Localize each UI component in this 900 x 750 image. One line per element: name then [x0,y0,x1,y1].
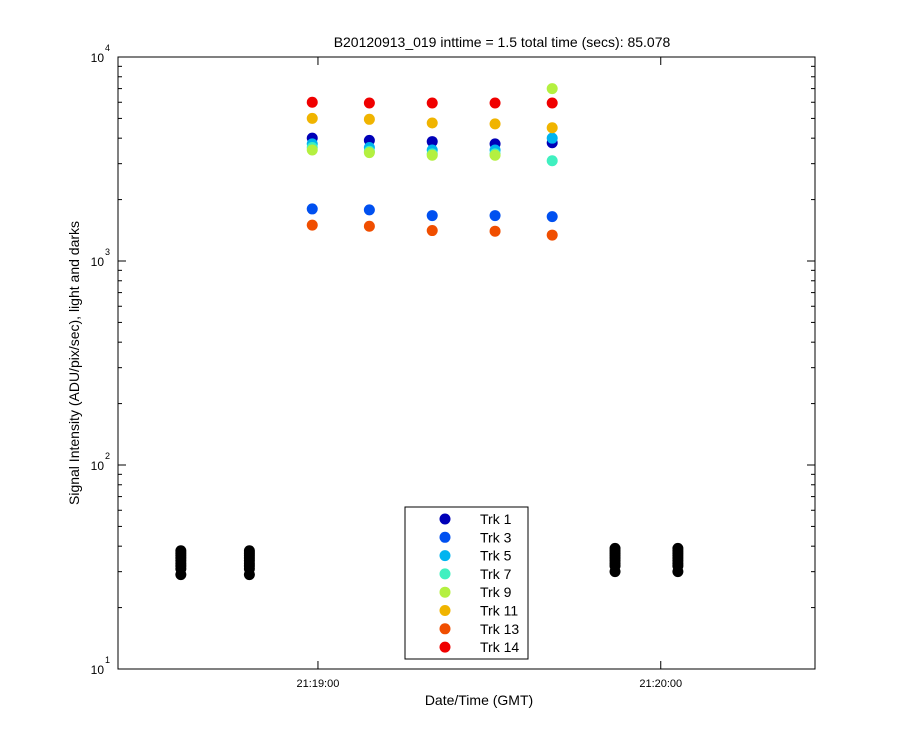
series-point [546,122,558,134]
series-point [546,155,558,167]
series-point [426,149,438,161]
legend-marker [439,605,451,616]
x-tick-label: 21:20:00 [639,678,682,690]
series-point [363,147,375,159]
x-tick-label: 21:19:00 [297,678,340,690]
legend-marker [439,550,451,562]
x-axis-label: Date/Time (GMT) [425,692,533,708]
dark-point [243,545,255,557]
dark-point [175,545,187,557]
series-point [489,149,501,161]
series-point [546,211,558,223]
series-point [426,136,438,148]
series-point [306,144,318,156]
legend-marker [439,641,451,653]
series-point [363,113,375,125]
series-point [546,229,558,241]
series-point [306,203,318,215]
legend-label: Trk 13 [480,621,519,637]
y-tick-label-exponent: 3 [105,247,110,257]
y-tick-label-exponent: 1 [105,655,110,665]
legend-marker [439,586,451,598]
legend-marker [439,623,451,635]
legend-marker [439,568,451,580]
series-point [426,117,438,129]
chart-title: B20120913_019 inttime = 1.5 total time (… [334,34,671,50]
legend: Trk 1 Trk 3 Trk 5 Trk 7 Trk 9 Trk 11 Trk 13 Trk… [404,506,529,660]
y-tick-label: 10 [91,51,105,65]
series-point [363,97,375,109]
series-point [546,132,558,144]
series-point [426,210,438,222]
legend-label: Trk 5 [480,548,512,564]
y-tick-label: 10 [91,255,105,269]
series-point [363,204,375,216]
legend-label: Trk 14 [480,639,519,655]
legend-label: Trk 1 [480,511,512,527]
series-point [306,112,318,124]
series-point [306,219,318,231]
y-tick-label-exponent: 4 [105,43,110,53]
legend-box [404,506,529,660]
series-point [426,225,438,237]
series-point [489,225,501,237]
dark-point [609,542,621,554]
legend-label: Trk 7 [480,566,512,582]
legend-label: Trk 11 [480,603,518,619]
series-point [306,96,318,108]
series-point [489,118,501,130]
legend-marker [439,531,451,543]
legend-label: Trk 9 [480,584,512,600]
legend-label: Trk 3 [480,529,512,545]
series-point [546,83,558,95]
dark-point [672,542,684,554]
series-point [489,210,501,222]
series-point [363,220,375,232]
legend-marker [439,513,451,525]
y-tick-label: 10 [91,663,105,677]
y-tick-label-exponent: 2 [105,451,110,461]
y-tick-label: 10 [91,459,105,473]
series-point [489,97,501,109]
data-markers [175,83,684,581]
series-point [546,97,558,109]
y-axis-label: Signal Intensity (ADU/pix/sec), light an… [66,221,82,505]
series-point [426,97,438,109]
